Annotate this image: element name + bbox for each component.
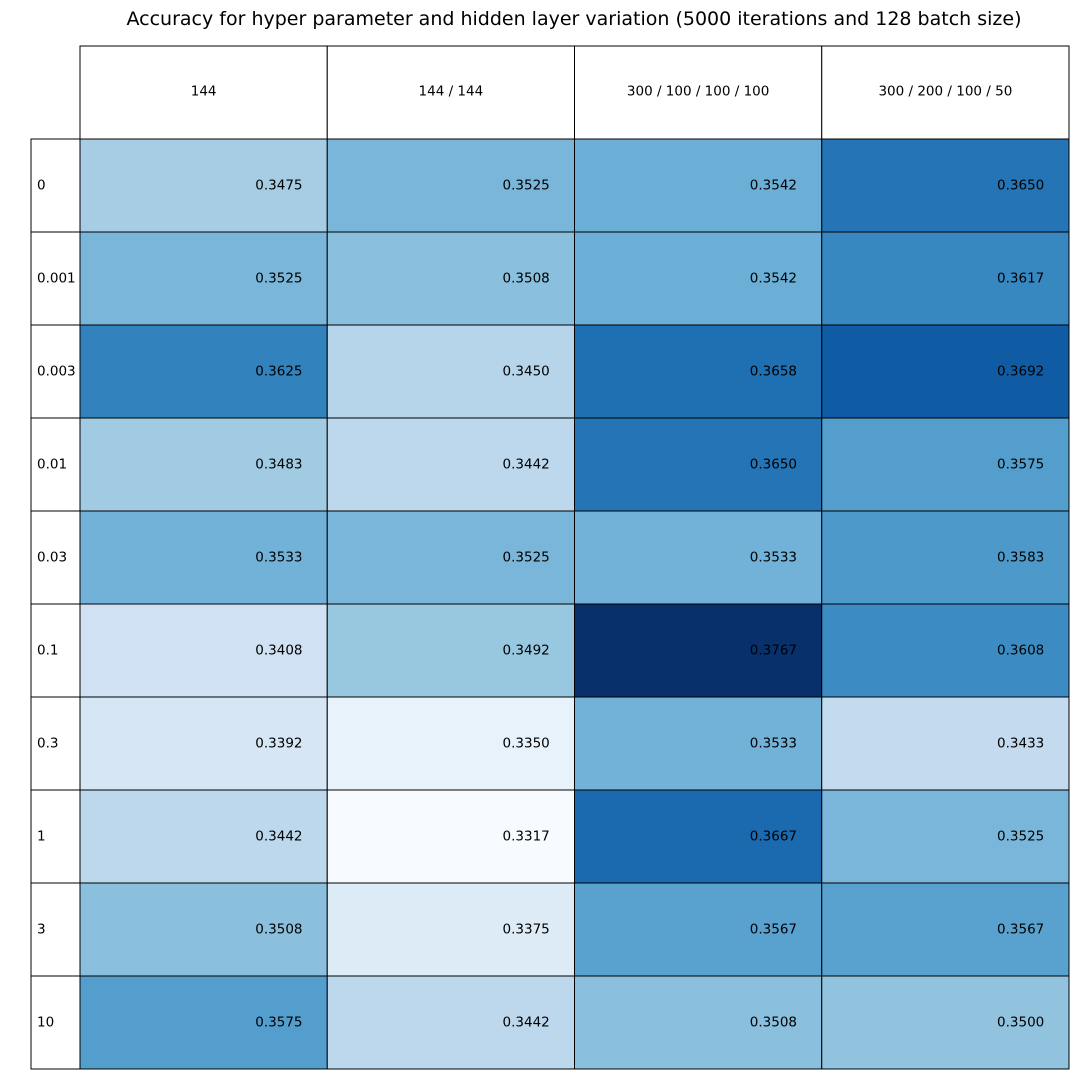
cell-value-label: 0.3542: [750, 271, 797, 287]
cell-value-label: 0.3650: [997, 178, 1044, 194]
cell-value-label: 0.3483: [255, 457, 302, 473]
cell-value-label: 0.3442: [503, 1015, 550, 1031]
cell-value-label: 0.3508: [503, 271, 550, 287]
cell-value-label: 0.3767: [750, 643, 797, 659]
heatmap-cell: [326, 882, 575, 977]
heatmap-cell: [79, 696, 328, 791]
cell-value-label: 0.3508: [255, 922, 302, 938]
column-header-label: 144: [191, 84, 217, 100]
cell-value-label: 0.3350: [503, 736, 550, 752]
row-header-label: 0.3: [37, 736, 58, 752]
cell-value-label: 0.3542: [750, 178, 797, 194]
heatmap-cell: [821, 231, 1070, 326]
row-header-label: 0.1: [37, 643, 58, 659]
heatmap-cell: [574, 231, 823, 326]
heatmap-cell: [821, 975, 1070, 1070]
heatmap-cell: [326, 789, 575, 884]
heatmap-cell: [821, 696, 1070, 791]
heatmap-cell: [326, 231, 575, 326]
cell-value-label: 0.3583: [997, 550, 1044, 566]
heatmap-cell: [574, 510, 823, 605]
column-header-label: 300 / 200 / 100 / 50: [878, 84, 1012, 100]
cell-value-label: 0.3450: [503, 364, 550, 380]
heatmap-cell: [574, 882, 823, 977]
row-header-label: 1: [37, 829, 46, 845]
cell-value-label: 0.3650: [750, 457, 797, 473]
heatmap-cell: [574, 696, 823, 791]
cell-value-label: 0.3658: [750, 364, 797, 380]
row-header-label: 0: [37, 178, 46, 194]
heatmap-cell: [79, 603, 328, 698]
column-header-label: 144 / 144: [419, 84, 484, 100]
heatmap-cell: [574, 975, 823, 1070]
cell-value-label: 0.3375: [503, 922, 550, 938]
cell-value-label: 0.3508: [750, 1015, 797, 1031]
cell-value-label: 0.3533: [750, 736, 797, 752]
row-header-label: 0.001: [37, 271, 76, 287]
cell-value-label: 0.3567: [997, 922, 1044, 938]
row-header-label: 0.01: [37, 457, 67, 473]
cell-value-label: 0.3525: [503, 178, 550, 194]
heatmap-cell: [79, 417, 328, 512]
row-header-cell: [30, 975, 81, 1070]
heatmap-cell: [326, 417, 575, 512]
heatmap-cell: [821, 417, 1070, 512]
cell-value-label: 0.3392: [255, 736, 302, 752]
cell-value-label: 0.3442: [503, 457, 550, 473]
row-header-cell: [30, 696, 81, 791]
row-header-label: 10: [37, 1015, 54, 1031]
row-header-label: 3: [37, 922, 46, 938]
cell-value-label: 0.3317: [503, 829, 550, 845]
heatmap-cell: [326, 510, 575, 605]
cell-value-label: 0.3533: [255, 550, 302, 566]
heatmap-cell: [79, 231, 328, 326]
cell-value-label: 0.3408: [255, 643, 302, 659]
cell-value-label: 0.3533: [750, 550, 797, 566]
cell-value-label: 0.3617: [997, 271, 1044, 287]
heatmap-cell: [79, 882, 328, 977]
heatmap-cell: [574, 138, 823, 233]
heatmap-cell: [326, 696, 575, 791]
cell-value-label: 0.3575: [997, 457, 1044, 473]
heatmap-cell: [574, 789, 823, 884]
heatmap-cell: [574, 603, 823, 698]
cell-value-label: 0.3608: [997, 643, 1044, 659]
cell-value-label: 0.3492: [503, 643, 550, 659]
heatmap-cell: [821, 882, 1070, 977]
heatmap-cell: [574, 324, 823, 419]
heatmap-cell: [79, 975, 328, 1070]
cell-value-label: 0.3442: [255, 829, 302, 845]
cell-value-label: 0.3475: [255, 178, 302, 194]
cell-value-label: 0.3575: [255, 1015, 302, 1031]
row-header-cell: [30, 138, 81, 233]
column-header-cell: [821, 45, 1070, 140]
cell-value-label: 0.3525: [503, 550, 550, 566]
heatmap-cell: [821, 789, 1070, 884]
heatmap-cell: [821, 138, 1070, 233]
heatmap-cell: [821, 510, 1070, 605]
cell-value-label: 0.3567: [750, 922, 797, 938]
cell-value-label: 0.3433: [997, 736, 1044, 752]
cell-value-label: 0.3500: [997, 1015, 1044, 1031]
row-header-label: 0.03: [37, 550, 67, 566]
heatmap-cell: [326, 975, 575, 1070]
column-header-label: 300 / 100 / 100 / 100: [627, 84, 769, 100]
cell-value-label: 0.3625: [255, 364, 302, 380]
cell-value-label: 0.3667: [750, 829, 797, 845]
heatmap-cell: [79, 138, 328, 233]
cell-value-label: 0.3525: [255, 271, 302, 287]
row-header-cell: [30, 324, 81, 419]
heatmap-cell: [326, 138, 575, 233]
row-header-label: 0.003: [37, 364, 76, 380]
heatmap-cell: [79, 510, 328, 605]
heatmap-cell: [79, 789, 328, 884]
cell-value-label: 0.3692: [997, 364, 1044, 380]
heatmap-cell: [326, 603, 575, 698]
cell-value-label: 0.3525: [997, 829, 1044, 845]
row-header-cell: [30, 510, 81, 605]
heatmap-cell: [821, 324, 1070, 419]
chart-title: Accuracy for hyper parameter and hidden …: [126, 8, 1022, 30]
heatmap-cell: [821, 603, 1070, 698]
